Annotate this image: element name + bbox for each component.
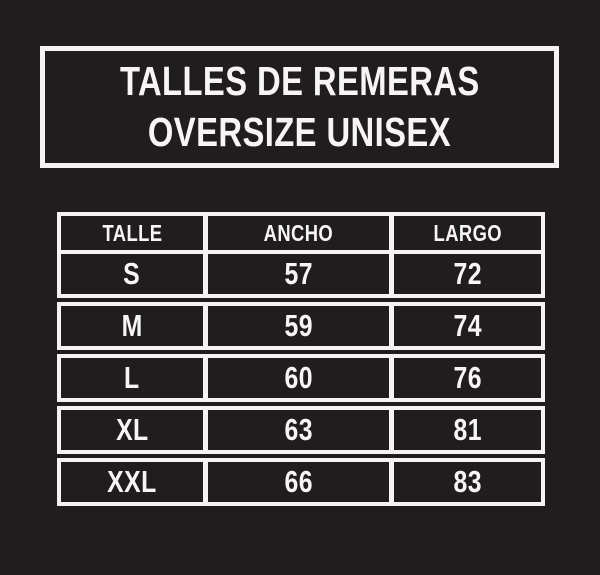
header-label-largo: LARGO xyxy=(433,219,502,246)
table-row: L 60 76 xyxy=(57,354,545,402)
header-cell-ancho: ANCHO xyxy=(203,216,389,250)
cell-largo: 72 xyxy=(389,254,541,294)
size-label: XL xyxy=(115,412,149,447)
table-row: XXL 66 83 xyxy=(57,458,545,506)
size-label: M xyxy=(121,308,143,343)
table-row: XL 63 81 xyxy=(57,406,545,454)
ancho-value: 66 xyxy=(284,464,313,499)
page-title-line-2: OVERSIZE UNISEX xyxy=(147,109,452,155)
cell-talle: S xyxy=(61,254,203,294)
largo-value: 81 xyxy=(453,412,482,447)
cell-ancho: 66 xyxy=(203,462,389,502)
largo-value: 72 xyxy=(453,256,482,291)
size-table: TALLE ANCHO LARGO S 57 72 M xyxy=(57,212,545,506)
cell-ancho: 63 xyxy=(203,410,389,450)
header-label-ancho: ANCHO xyxy=(263,219,334,246)
cell-talle: XXL xyxy=(61,462,203,502)
table-header-row: TALLE ANCHO LARGO xyxy=(57,212,545,254)
ancho-value: 59 xyxy=(284,308,313,343)
cell-talle: M xyxy=(61,306,203,346)
cell-ancho: 57 xyxy=(203,254,389,294)
title-box: TALLES DE REMERAS OVERSIZE UNISEX xyxy=(40,46,559,168)
page-title-line-1: TALLES DE REMERAS xyxy=(119,58,480,104)
cell-largo: 81 xyxy=(389,410,541,450)
cell-ancho: 60 xyxy=(203,358,389,398)
cell-ancho: 59 xyxy=(203,306,389,346)
header-cell-talle: TALLE xyxy=(61,216,203,250)
table-row: S 57 72 xyxy=(57,250,545,298)
table-row: M 59 74 xyxy=(57,302,545,350)
cell-largo: 74 xyxy=(389,306,541,346)
header-cell-largo: LARGO xyxy=(389,216,541,250)
cell-largo: 83 xyxy=(389,462,541,502)
ancho-value: 60 xyxy=(284,360,313,395)
header-label-talle: TALLE xyxy=(102,219,162,246)
size-label: S xyxy=(123,256,141,291)
ancho-value: 57 xyxy=(284,256,313,291)
largo-value: 74 xyxy=(453,308,482,343)
largo-value: 83 xyxy=(453,464,482,499)
cell-largo: 76 xyxy=(389,358,541,398)
cell-talle: L xyxy=(61,358,203,398)
ancho-value: 63 xyxy=(284,412,313,447)
cell-talle: XL xyxy=(61,410,203,450)
size-label: L xyxy=(124,360,140,395)
size-label: XXL xyxy=(107,464,157,499)
largo-value: 76 xyxy=(453,360,482,395)
